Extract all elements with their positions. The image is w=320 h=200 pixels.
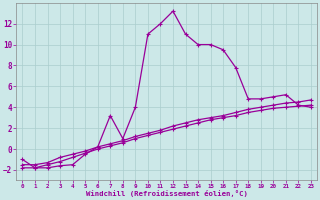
X-axis label: Windchill (Refroidissement éolien,°C): Windchill (Refroidissement éolien,°C)	[86, 190, 248, 197]
